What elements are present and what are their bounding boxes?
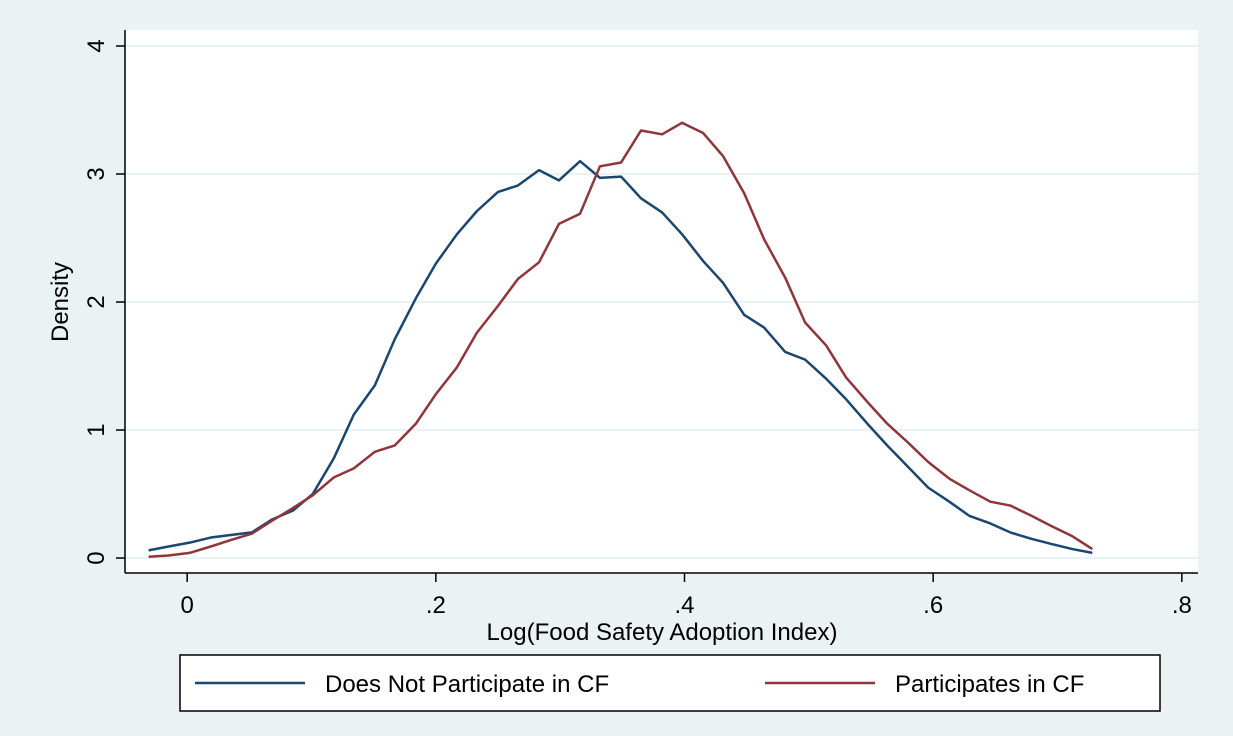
x-axis-label: Log(Food Safety Adoption Index) [487, 619, 838, 646]
x-tick-label: 0 [180, 592, 193, 619]
y-tick-label: 1 [83, 423, 110, 436]
y-tick-label: 2 [83, 295, 110, 308]
y-tick-label: 0 [83, 551, 110, 564]
legend-label: Does Not Participate in CF [325, 671, 609, 698]
y-axis-label: Density [47, 262, 74, 342]
y-tick-label: 3 [83, 167, 110, 180]
line-series [148, 121, 1093, 558]
x-tick-label: .4 [674, 592, 694, 619]
x-tick-label: .6 [923, 592, 943, 619]
legend-box [179, 654, 1161, 712]
legend-label: Participates in CF [895, 671, 1084, 698]
x-tick-label: .8 [1172, 592, 1192, 619]
y-tick-label: 4 [83, 39, 110, 52]
x-tick-label: .2 [426, 592, 446, 619]
